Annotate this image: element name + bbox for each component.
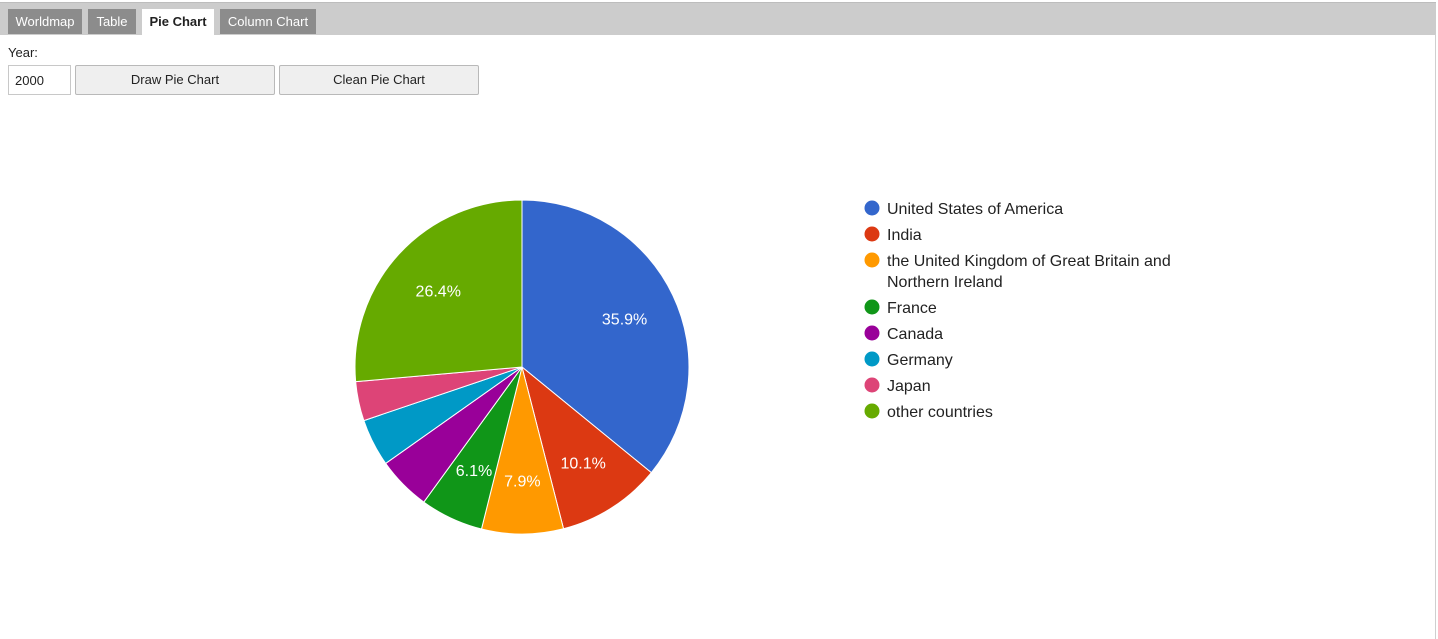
pie-slice-labels: 35.9% 10.1% 7.9% 6.1% 26.4% — [416, 283, 648, 490]
legend-item-label[interactable]: Germany — [887, 352, 953, 369]
year-input[interactable] — [8, 65, 71, 95]
tab-column-chart[interactable]: Column Chart — [220, 9, 316, 34]
legend-item-label[interactable]: United States of America — [887, 201, 1063, 218]
pie-slice-0[interactable] — [521, 199, 690, 474]
tab-worldmap[interactable]: Worldmap — [8, 9, 82, 34]
slice-value-label: 35.9% — [602, 311, 647, 328]
pie-chart-panel — [0, 34, 1436, 639]
legend-swatch — [864, 403, 880, 419]
slice-value-label: 10.1% — [560, 456, 605, 473]
legend-swatch — [864, 252, 880, 268]
pie-slices — [354, 199, 690, 535]
legend-item-label[interactable]: India — [887, 227, 922, 244]
tab-pie-chart[interactable]: Pie Chart — [142, 9, 214, 36]
legend-item-label[interactable]: France — [887, 300, 937, 317]
draw-pie-chart-button[interactable]: Draw Pie Chart — [75, 65, 275, 95]
legend-item-label[interactable]: other countries — [887, 404, 993, 421]
tab-table[interactable]: Table — [88, 9, 136, 34]
chart-legend: United States of America India the United … — [864, 200, 1171, 421]
slice-value-label: 7.9% — [504, 474, 540, 491]
pie-slice-7[interactable] — [354, 199, 523, 383]
pie-slice-1[interactable] — [521, 365, 653, 530]
legend-item-label[interactable]: Japan — [887, 378, 931, 395]
legend-swatch — [864, 200, 880, 216]
year-label: Year: — [8, 45, 38, 60]
legend-item-label[interactable]: the United Kingdom of Great Britain and N… — [887, 253, 1171, 291]
legend-swatch — [864, 351, 880, 367]
tab-bar: Worldmap Table Pie Chart Column Chart — [0, 2, 1436, 36]
clean-pie-chart-button[interactable]: Clean Pie Chart — [279, 65, 479, 95]
legend-swatch — [864, 226, 880, 242]
slice-value-label: 6.1% — [456, 463, 492, 480]
legend-swatch — [864, 299, 880, 315]
legend-item-label[interactable]: Canada — [887, 326, 943, 343]
legend-swatch — [864, 377, 880, 393]
slice-value-label: 26.4% — [416, 283, 461, 300]
legend-swatch — [864, 325, 880, 341]
